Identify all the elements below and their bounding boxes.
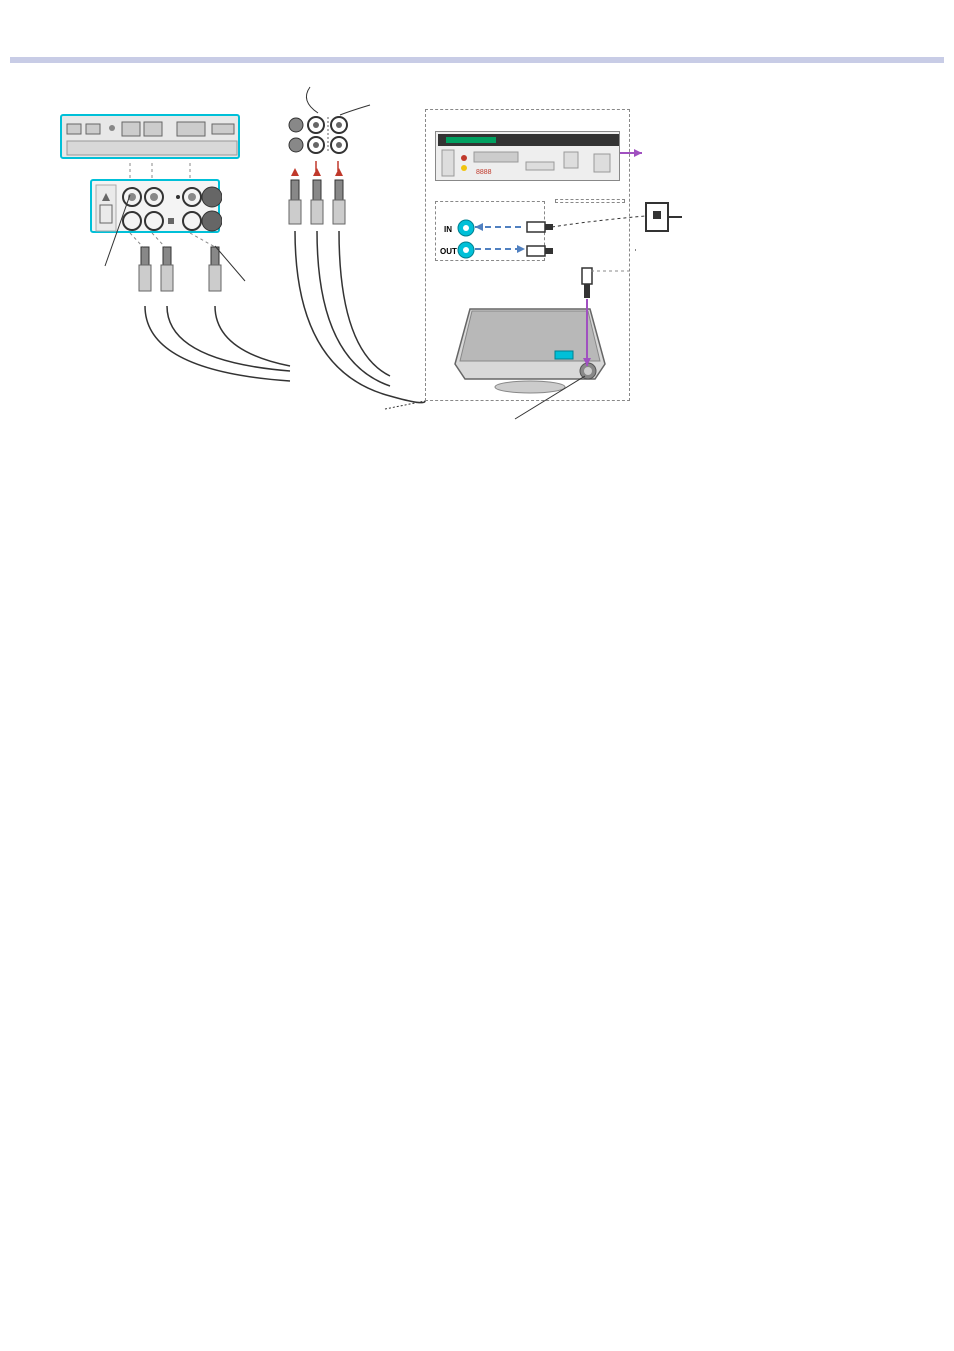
list-num [10, 38, 36, 39]
list-text [36, 19, 944, 20]
list-item-2 [10, 0, 944, 1]
list-item-4 [10, 38, 944, 39]
connection-diagram: 8888 IN OUT [30, 71, 710, 481]
section-heading [10, 57, 944, 63]
list-text [36, 0, 944, 1]
connection-lines [30, 71, 710, 481]
list-num [10, 0, 36, 1]
list-item-3 [10, 19, 944, 20]
list-text [36, 38, 944, 39]
list-num [10, 19, 36, 20]
